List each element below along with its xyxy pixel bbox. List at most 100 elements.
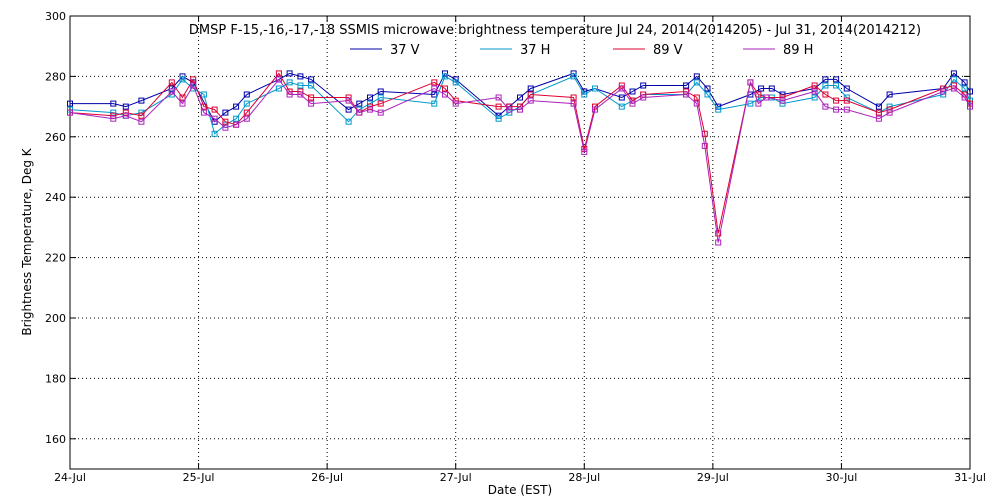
- data-point: [367, 106, 373, 113]
- data-point: [693, 100, 700, 107]
- data-point: [243, 109, 250, 116]
- y-axis-label: Brightness Temperature, Deg K: [20, 147, 34, 335]
- data-point: [377, 109, 384, 116]
- data-point: [243, 100, 250, 107]
- series-37-v: [67, 70, 973, 125]
- legend: 37 V 37 H 89 V 89 H: [350, 43, 813, 58]
- data-point: [308, 76, 315, 83]
- data-point: [833, 76, 840, 83]
- data-point: [200, 109, 207, 116]
- data-point: [211, 115, 218, 122]
- y-tick-label: 240: [45, 191, 66, 204]
- data-point: [243, 115, 250, 122]
- data-point: [442, 73, 448, 80]
- x-tick-label: 24-Jul: [54, 471, 86, 484]
- data-point: [495, 103, 502, 110]
- data-point: [592, 106, 598, 113]
- data-point: [122, 112, 129, 119]
- data-point: [822, 76, 829, 83]
- legend-label: 89 H: [783, 43, 813, 58]
- data-point: [431, 85, 438, 92]
- data-point: [833, 106, 840, 113]
- data-point: [715, 230, 722, 237]
- data-point: [640, 94, 647, 101]
- data-point: [961, 79, 968, 86]
- x-tick-label: 29-Jul: [697, 471, 729, 484]
- data-point: [222, 124, 229, 131]
- data-point: [843, 85, 850, 92]
- data-point: [967, 103, 973, 110]
- x-tick-label: 25-Jul: [183, 471, 215, 484]
- data-point: [693, 79, 700, 86]
- data-point: [345, 94, 352, 101]
- data-point: [431, 100, 438, 107]
- data-point: [345, 118, 352, 125]
- data-point: [286, 79, 293, 86]
- data-point: [377, 100, 384, 107]
- data-point: [297, 73, 304, 80]
- data-point: [779, 97, 786, 104]
- legend-label: 37 V: [390, 43, 420, 58]
- data-point: [211, 130, 218, 137]
- data-point: [950, 70, 957, 77]
- data-point: [527, 85, 534, 92]
- series-line: [69, 78, 971, 243]
- data-point: [693, 94, 700, 101]
- data-point: [506, 106, 513, 113]
- data-point: [495, 94, 502, 101]
- data-point: [356, 109, 363, 116]
- data-point: [431, 79, 438, 86]
- data-point: [886, 109, 893, 116]
- y-tick-label: 220: [45, 252, 66, 265]
- data-point: [377, 88, 384, 95]
- data-point: [517, 106, 523, 113]
- y-tick-label: 280: [45, 70, 66, 83]
- data-point: [67, 109, 73, 116]
- data-point: [875, 103, 882, 110]
- data-point: [701, 142, 708, 149]
- data-point: [843, 94, 850, 101]
- data-point: [297, 91, 304, 98]
- data-point: [961, 94, 968, 101]
- data-point: [222, 118, 229, 125]
- plot-frame: [69, 15, 971, 470]
- data-point: [431, 91, 438, 98]
- data-point: [233, 115, 240, 122]
- data-point: [452, 79, 459, 86]
- data-point: [683, 91, 690, 98]
- data-point: [179, 100, 186, 107]
- data-point: [179, 76, 186, 83]
- data-point: [822, 91, 829, 98]
- data-point: [138, 112, 145, 119]
- data-point: [570, 94, 577, 101]
- data-point: [110, 109, 117, 116]
- data-point: [233, 121, 240, 128]
- data-point: [110, 115, 117, 122]
- data-point: [222, 109, 229, 116]
- data-point: [452, 100, 459, 107]
- x-tick-label: 27-Jul: [440, 471, 472, 484]
- data-point: [755, 91, 762, 98]
- data-point: [581, 148, 588, 155]
- y-tick-label: 200: [45, 312, 66, 325]
- data-point: [286, 70, 293, 77]
- data-point: [570, 100, 577, 107]
- data-point: [779, 94, 786, 101]
- data-point: [168, 88, 175, 95]
- data-point: [950, 85, 957, 92]
- data-point: [875, 115, 882, 122]
- series-line: [70, 72, 971, 123]
- data-point: [747, 100, 754, 107]
- data-point: [843, 106, 850, 113]
- data-point: [811, 94, 818, 101]
- data-point: [629, 100, 636, 107]
- data-point: [275, 85, 282, 92]
- data-point: [308, 100, 315, 107]
- data-point: [67, 100, 73, 107]
- data-point: [822, 103, 829, 110]
- chart-title: DMSP F-15,-16,-17,-18 SSMIS microwave br…: [189, 23, 921, 38]
- data-point: [811, 88, 818, 95]
- legend-item: 37 V: [350, 43, 420, 58]
- data-point: [138, 97, 145, 104]
